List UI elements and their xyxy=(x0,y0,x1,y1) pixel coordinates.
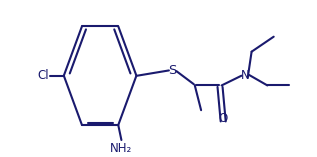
Text: S: S xyxy=(169,64,177,77)
Text: NH₂: NH₂ xyxy=(110,141,133,154)
Text: N: N xyxy=(241,69,250,82)
Text: Cl: Cl xyxy=(38,69,49,82)
Text: O: O xyxy=(219,112,228,125)
